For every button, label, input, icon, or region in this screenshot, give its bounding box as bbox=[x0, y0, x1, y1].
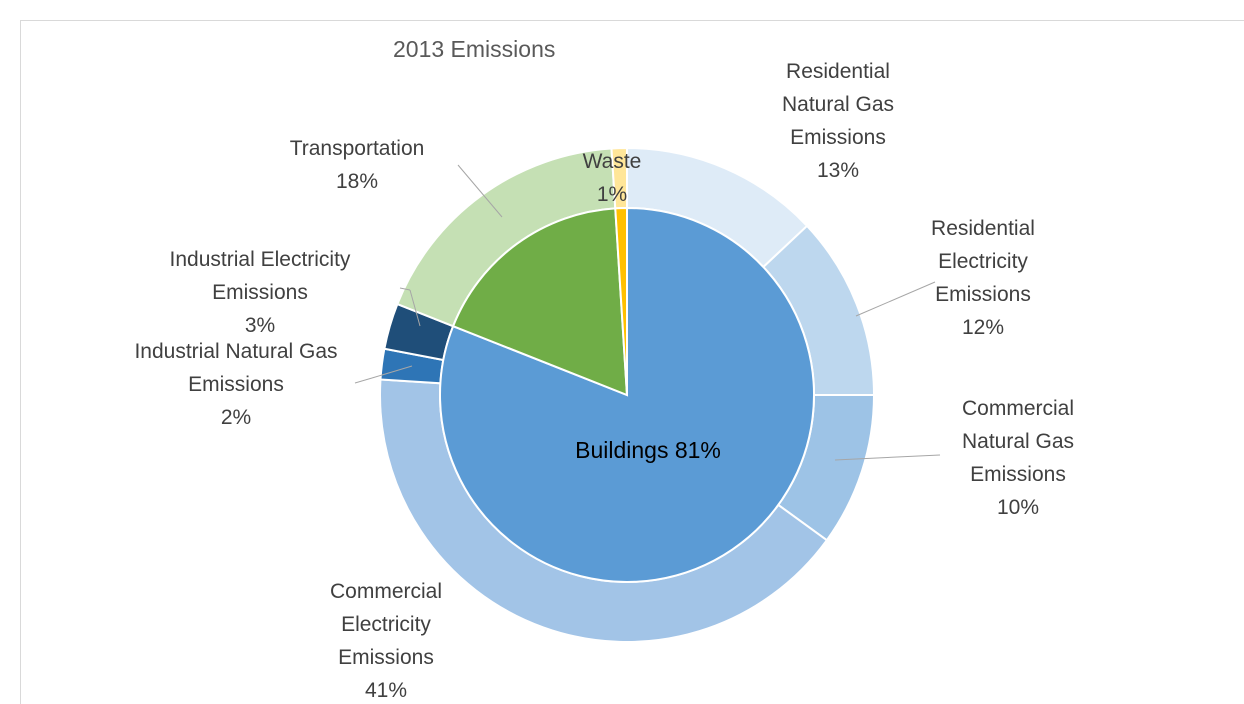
value-label: 81% bbox=[674, 437, 721, 463]
category-label: Waste bbox=[582, 150, 642, 173]
slices bbox=[379, 146, 876, 643]
leader-line bbox=[409, 289, 421, 327]
value-label: 41% bbox=[364, 679, 408, 702]
value-label: 18% bbox=[335, 170, 379, 193]
value-label: 13% bbox=[816, 159, 860, 182]
category-label: Commercial Electricity Emissions bbox=[329, 580, 442, 669]
inner-slice bbox=[451, 207, 629, 397]
slice-label: Residential Electricity Emissions 12% bbox=[908, 212, 1058, 344]
slice-label: Commercial Electricity Emissions 41% bbox=[306, 575, 466, 704]
category-label: Transportation bbox=[289, 137, 425, 160]
value-label: 2% bbox=[220, 406, 252, 429]
value-label: 1% bbox=[596, 183, 628, 206]
slice-label: Waste 1% bbox=[562, 145, 662, 211]
category-label: Buildings bbox=[575, 437, 669, 463]
slice-label: Buildings 81% bbox=[518, 434, 778, 467]
leader-line bbox=[354, 377, 373, 384]
category-label: Industrial Electricity Emissions bbox=[169, 248, 351, 304]
value-label: 12% bbox=[961, 316, 1005, 339]
value-label: 10% bbox=[996, 496, 1040, 519]
category-label: Industrial Natural Gas Emissions bbox=[134, 340, 338, 396]
slice-label: Industrial Electricity Emissions 3% bbox=[130, 243, 390, 342]
leader-line bbox=[457, 164, 503, 218]
leader-line bbox=[834, 454, 941, 461]
leader-line bbox=[855, 281, 936, 317]
slice-label: Residential Natural Gas Emissions 13% bbox=[763, 55, 913, 187]
value-label: 3% bbox=[244, 314, 276, 337]
leader-line bbox=[371, 365, 413, 379]
leader-lines bbox=[354, 164, 941, 461]
leader-line bbox=[399, 287, 411, 291]
category-label: Residential Electricity Emissions bbox=[931, 217, 1035, 306]
chart-frame bbox=[20, 20, 1244, 704]
slice-label: Industrial Natural Gas Emissions 2% bbox=[121, 335, 351, 434]
chart-title: 2013 Emissions bbox=[393, 36, 556, 62]
slice-label: Transportation 18% bbox=[257, 132, 457, 198]
category-label: Residential Natural Gas Emissions bbox=[781, 60, 895, 149]
inner-slice bbox=[614, 206, 628, 396]
slice-label: Commercial Natural Gas Emissions 10% bbox=[938, 392, 1098, 524]
category-label: Commercial Natural Gas Emissions bbox=[961, 397, 1075, 486]
